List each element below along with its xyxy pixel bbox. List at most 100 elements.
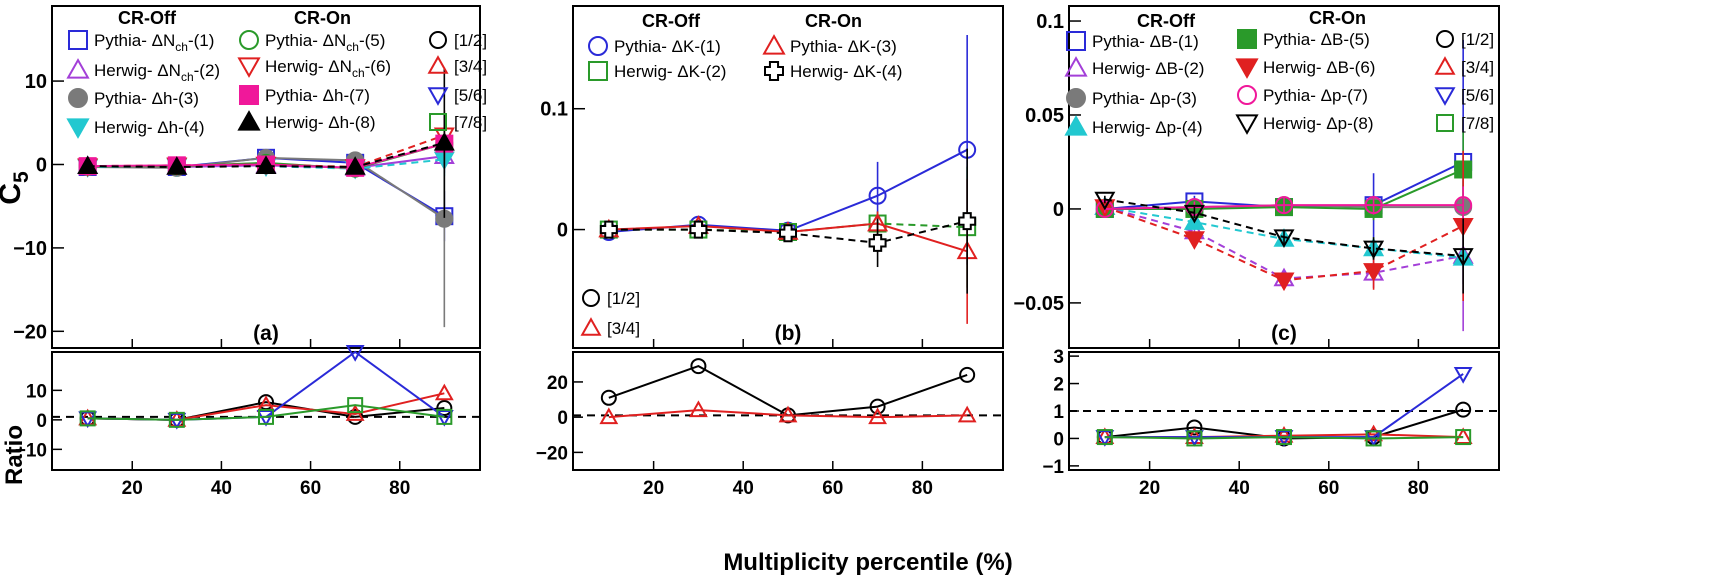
ratio-point: [79, 410, 96, 427]
legend-core: Δp: [1155, 118, 1176, 137]
legend-suffix: -(3): [870, 37, 896, 56]
x-tick-label: 80: [912, 478, 933, 499]
data-point: [77, 155, 99, 174]
legend-marker: [429, 31, 447, 49]
legend-label: Pythia- ΔB-(1): [1092, 32, 1199, 51]
data-point: [1363, 240, 1385, 260]
legend-label: Pythia- ΔNch-(5): [265, 31, 385, 54]
legend-core: ΔN: [157, 61, 181, 80]
legend-suffix: -(3): [172, 89, 198, 108]
data-point: [1363, 263, 1385, 282]
ratio-point: [1186, 430, 1203, 447]
legend-entry: Pythia- Δh-(3): [68, 88, 199, 108]
legend-marker: [1434, 56, 1456, 75]
legend-label: Herwig- ΔK-(2): [614, 62, 726, 81]
legend-entry-ratio: [3/4]: [427, 55, 487, 76]
legend-label: Pythia- ΔB-(5): [1263, 30, 1370, 49]
ratio-point: [168, 411, 185, 428]
data-point: [868, 186, 887, 205]
legend-entry: Herwig- Δh-(4): [66, 118, 205, 139]
legend-marker: [239, 30, 259, 50]
x-tick-label: 20: [643, 478, 664, 499]
legend-entry: Herwig- ΔK-(4): [764, 61, 902, 81]
ratio-point: [1096, 429, 1113, 446]
data-point: [779, 224, 797, 243]
legend-marker: [239, 85, 259, 105]
legend-subscript: ch: [352, 66, 365, 80]
ratio-point: [1186, 419, 1203, 436]
ratio-point: [1455, 429, 1472, 446]
y-tick-label-main: 0.05: [1025, 105, 1064, 127]
ratio-point: [599, 407, 619, 425]
panel-b: 20 40 60 80 0 0.1 −20 0 20 (b) CR-Off CR-On Pythia- …: [536, 5, 1004, 499]
ratio-line: [1104, 436, 1464, 440]
ratio-point: [434, 383, 454, 401]
legend-entry-ratio: [3/4]: [580, 317, 640, 338]
legend-entry-ratio: [1/2]: [429, 31, 487, 50]
legend-core: ΔB: [1150, 32, 1173, 51]
legend-marker: [66, 118, 90, 139]
legend-core: Δh: [323, 86, 344, 105]
series-b-s3: [598, 178, 978, 324]
legend-marker: [429, 113, 447, 131]
legend-prefix: Herwig-: [94, 118, 157, 137]
legend-marker: [1066, 31, 1086, 51]
legend-suffix: -(2): [1178, 59, 1204, 78]
legend-subscript: ch: [346, 40, 359, 54]
legend-marker: [427, 55, 449, 74]
legend-core: ΔB: [1326, 58, 1349, 77]
legend-entry: Pythia- Δp-(3): [1066, 88, 1197, 108]
legend-marker: [762, 34, 786, 55]
legend-suffix: -(5): [359, 31, 385, 50]
legend-entry: Pythia- ΔK-(3): [762, 34, 897, 56]
legend-prefix: Pythia-: [265, 86, 323, 105]
legend-prefix: Pythia-: [614, 37, 672, 56]
data-point: [599, 220, 618, 239]
legend-entry-ratio: [5/6]: [1434, 86, 1494, 106]
ratio-series-c-r78: [1096, 429, 1472, 447]
ratio-point: [778, 405, 798, 423]
legend-entry: Herwig- ΔNch-(6): [237, 57, 391, 80]
legend-suffix: -(8): [349, 113, 375, 132]
y-axis-label-ratio: Ratio: [1, 425, 28, 485]
panel-a-ratio-frame: [51, 351, 481, 471]
legend-core: Δp: [1150, 89, 1171, 108]
ratio-point: [690, 358, 707, 375]
legend-core: ΔN: [152, 31, 176, 50]
legend-label: Herwig- Δp-(4): [1092, 118, 1203, 137]
series-line: [608, 148, 968, 233]
legend-label: [3/4]: [607, 319, 640, 338]
legend-label: [1/2]: [607, 289, 640, 308]
data-point: [433, 131, 455, 151]
series-c-s6: [1094, 150, 1474, 302]
panel-b-main-frame: [572, 5, 1004, 349]
legend-suffix: -(8): [1347, 114, 1373, 133]
legend-marker: [588, 36, 608, 56]
ratio-point: [959, 366, 976, 383]
y-tick-label-ratio: −20: [536, 443, 568, 464]
y-tick-label-ratio: −1: [1042, 457, 1064, 478]
legend-prefix: Pythia-: [1263, 30, 1321, 49]
x-tick-label: 40: [733, 478, 754, 499]
x-tick-label: 60: [822, 478, 843, 499]
legend-suffix: -(2): [700, 62, 726, 81]
legend-label: Pythia- Δh-(3): [94, 89, 199, 108]
ratio-line: [87, 404, 445, 421]
legend-marker: [237, 57, 261, 78]
y-axis-label-main-subscript: 5: [10, 171, 33, 183]
legend-label: [1/2]: [1461, 30, 1494, 49]
legend-entry: Pythia- Δh-(7): [239, 85, 370, 105]
y-tick-label-ratio: 10: [26, 381, 47, 402]
legend-suffix: -(7): [1341, 86, 1367, 105]
legend-marker: [582, 289, 600, 307]
x-tick-label: 80: [389, 478, 410, 499]
legend-prefix: Herwig-: [790, 62, 853, 81]
legend-header-cr-on: CR-On: [294, 8, 351, 28]
ratio-point: [1274, 425, 1294, 443]
data-point: [1454, 196, 1473, 215]
legend-prefix: Pythia-: [790, 37, 848, 56]
y-tick-label-ratio: −10: [15, 440, 47, 461]
legend-marker: [1235, 58, 1259, 79]
legend-entry: Herwig- ΔB-(6): [1235, 58, 1375, 79]
